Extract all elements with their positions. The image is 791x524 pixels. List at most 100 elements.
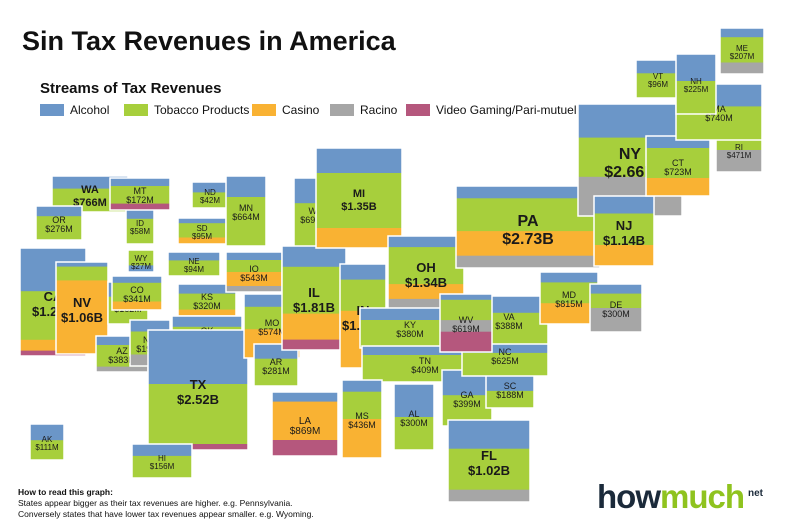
stream-tobacco [148, 384, 248, 445]
state-wy: WY$27M [127, 249, 155, 273]
stream-alcohol [388, 236, 464, 248]
state-ar: AR$281M [253, 343, 299, 387]
stream-alcohol [148, 330, 248, 385]
stream-tobacco [448, 448, 530, 491]
state-value-label: $94M [184, 265, 204, 274]
state-value-label: $111M [35, 443, 59, 452]
state-value-label: $1.02B [468, 463, 510, 478]
state-outline [589, 283, 643, 333]
state-code-label: NY [619, 146, 642, 163]
state-code-label: TX [190, 377, 207, 392]
state-code-label: WV [459, 315, 474, 325]
stream-alcohol [540, 272, 598, 283]
legend-swatch-alcohol [40, 104, 64, 116]
state-outline [147, 329, 249, 451]
state-code-label: SC [504, 381, 517, 391]
state-outline [271, 391, 339, 457]
legend-item-video: Video Gaming/Pari-mutuel [406, 103, 577, 117]
state-code-label: OR [52, 215, 66, 225]
stream-alcohol [282, 246, 346, 268]
state-value-label: $320M [193, 301, 221, 311]
stream-tobacco [720, 37, 764, 63]
state-outline [225, 175, 267, 247]
stream-racino [716, 150, 762, 173]
stream-alcohol [440, 294, 492, 301]
stream-racino [448, 489, 530, 503]
state-co: CO$341M [111, 275, 163, 311]
state-or: OR$276M [35, 205, 83, 241]
stream-casino [540, 303, 598, 325]
stream-casino [342, 419, 382, 459]
state-value-label: $574M [258, 327, 286, 337]
stream-alcohol [168, 252, 220, 261]
stream-tobacco [394, 417, 434, 451]
stream-tobacco [126, 218, 154, 245]
stream-casino [226, 272, 282, 287]
stream-casino [20, 339, 86, 352]
state-code-label: HI [158, 454, 166, 463]
state-mi: MI$1.35B [315, 147, 403, 249]
state-value-label: $619M [452, 324, 480, 334]
stream-tobacco [226, 197, 266, 247]
state-outline [439, 293, 493, 353]
stream-tobacco [30, 440, 64, 461]
state-value-label: $380M [396, 329, 424, 339]
state-value-label: $699M [300, 215, 328, 225]
stream-racino [96, 366, 148, 373]
state-outline [315, 147, 403, 249]
state-nv: NV$1.06B [55, 261, 109, 355]
stream-casino [178, 309, 236, 317]
stream-alcohol [36, 206, 82, 217]
stream-casino [646, 178, 710, 197]
state-outline [675, 53, 717, 115]
state-code-label: GA [460, 390, 473, 400]
stream-video [110, 203, 170, 211]
legend-swatch-racino [330, 104, 354, 116]
state-value-label: $1.81B [293, 300, 335, 315]
stream-alcohol [130, 320, 170, 332]
state-value-label: $276M [45, 224, 73, 234]
stream-racino [440, 320, 492, 333]
state-value-label: $815M [555, 299, 583, 309]
howmuch-logo[interactable]: howmuch net [597, 478, 763, 515]
stream-alcohol [96, 336, 148, 346]
stream-tobacco [112, 282, 162, 302]
state-value-label: $2.73B [502, 231, 554, 248]
stream-alcohol [720, 28, 764, 38]
state-de: DE$300M [589, 283, 643, 333]
stream-video [272, 440, 338, 457]
stream-racino [720, 62, 764, 75]
legend-label: Video Gaming/Pari-mutuel [436, 103, 577, 117]
state-value-label: $869M [290, 426, 321, 437]
stream-casino [112, 301, 162, 311]
state-value-label: $383M [108, 355, 136, 365]
state-code-label: IO [249, 264, 259, 274]
stream-alcohol [110, 178, 170, 187]
state-hi: HI$156M [131, 443, 193, 479]
state-value-label: $543M [240, 273, 268, 283]
state-value-label: $664M [232, 212, 260, 222]
legend-label: Tobacco Products [154, 103, 250, 117]
state-value-label: $740M [705, 113, 733, 123]
state-code-label: TN [419, 356, 431, 366]
note-line: Conversely states that have lower tax re… [18, 509, 314, 519]
stream-alcohol [112, 276, 162, 284]
state-code-label: WI [309, 206, 320, 216]
state-tx: TX$2.52B [147, 329, 249, 451]
stream-video [148, 444, 248, 451]
chart-title: Sin Tax Revenues in America [22, 26, 396, 56]
stream-tobacco [110, 186, 170, 205]
stream-alcohol [178, 218, 226, 224]
state-outline [253, 343, 299, 387]
stream-casino [456, 231, 600, 257]
state-outline [111, 275, 163, 311]
state-code-label: AK [42, 435, 53, 444]
state-value-label: $42M [200, 196, 220, 205]
stream-alcohol [172, 316, 242, 328]
stream-tobacco [178, 293, 236, 311]
state-ga: GA$399M [441, 369, 493, 427]
state-la: LA$869M [271, 391, 339, 457]
state-outline [35, 205, 83, 241]
state-outline [593, 195, 655, 267]
state-code-label: MT [134, 186, 147, 196]
